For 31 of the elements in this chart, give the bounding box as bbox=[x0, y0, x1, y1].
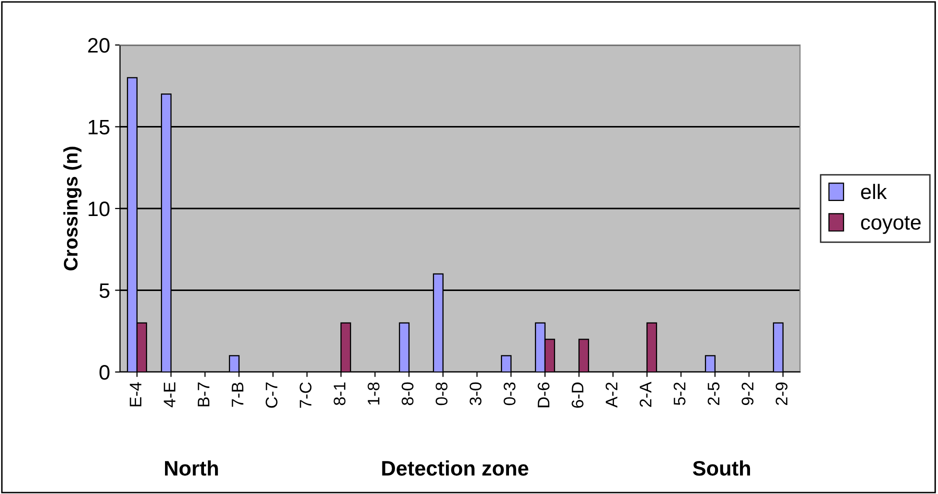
x-tick-label: 6-D bbox=[572, 382, 584, 408]
x-tick-label: D-6 bbox=[538, 382, 550, 408]
x-tick-label: 8-0 bbox=[402, 382, 414, 406]
x-tick-label: C-7 bbox=[266, 382, 278, 408]
x-tick-label: 2-5 bbox=[708, 382, 720, 405]
text: South bbox=[692, 460, 750, 476]
y-tick-label: 15 bbox=[88, 120, 110, 135]
x-tick-label: 7-B bbox=[232, 382, 244, 407]
x-tick-label: 3-0 bbox=[470, 382, 482, 406]
x-tick-label: 2-A bbox=[640, 382, 652, 407]
x-tick-label: 8-1 bbox=[334, 382, 346, 406]
x-tick-label: 1-8 bbox=[368, 382, 380, 405]
x-tick-label: 7-C bbox=[300, 382, 312, 408]
x-tick-label: A-2 bbox=[606, 382, 618, 408]
x-tick-label: 0-8 bbox=[436, 382, 448, 406]
x-tick-label: 4-E bbox=[164, 382, 176, 408]
y-axis-title: Crossings (n) bbox=[63, 146, 82, 270]
x-tick-label: 0-3 bbox=[504, 382, 516, 406]
x-tick-label: B-7 bbox=[198, 382, 210, 406]
x-tick-label: 5-2 bbox=[674, 382, 686, 406]
x-tick-label: 2-9 bbox=[776, 382, 788, 405]
text: Detection zone bbox=[382, 460, 528, 476]
y-tick-label: 20 bbox=[88, 38, 110, 53]
legend-label: coyote bbox=[861, 216, 921, 234]
y-tick-label: 5 bbox=[100, 283, 110, 298]
x-tick-label: 9-2 bbox=[742, 382, 754, 406]
y-tick-label: 0 bbox=[100, 365, 110, 380]
y-tick-label: 10 bbox=[88, 202, 110, 216]
legend-label: elk bbox=[861, 184, 887, 200]
x-tick-label: E-4 bbox=[130, 382, 142, 406]
text: North bbox=[165, 460, 218, 476]
